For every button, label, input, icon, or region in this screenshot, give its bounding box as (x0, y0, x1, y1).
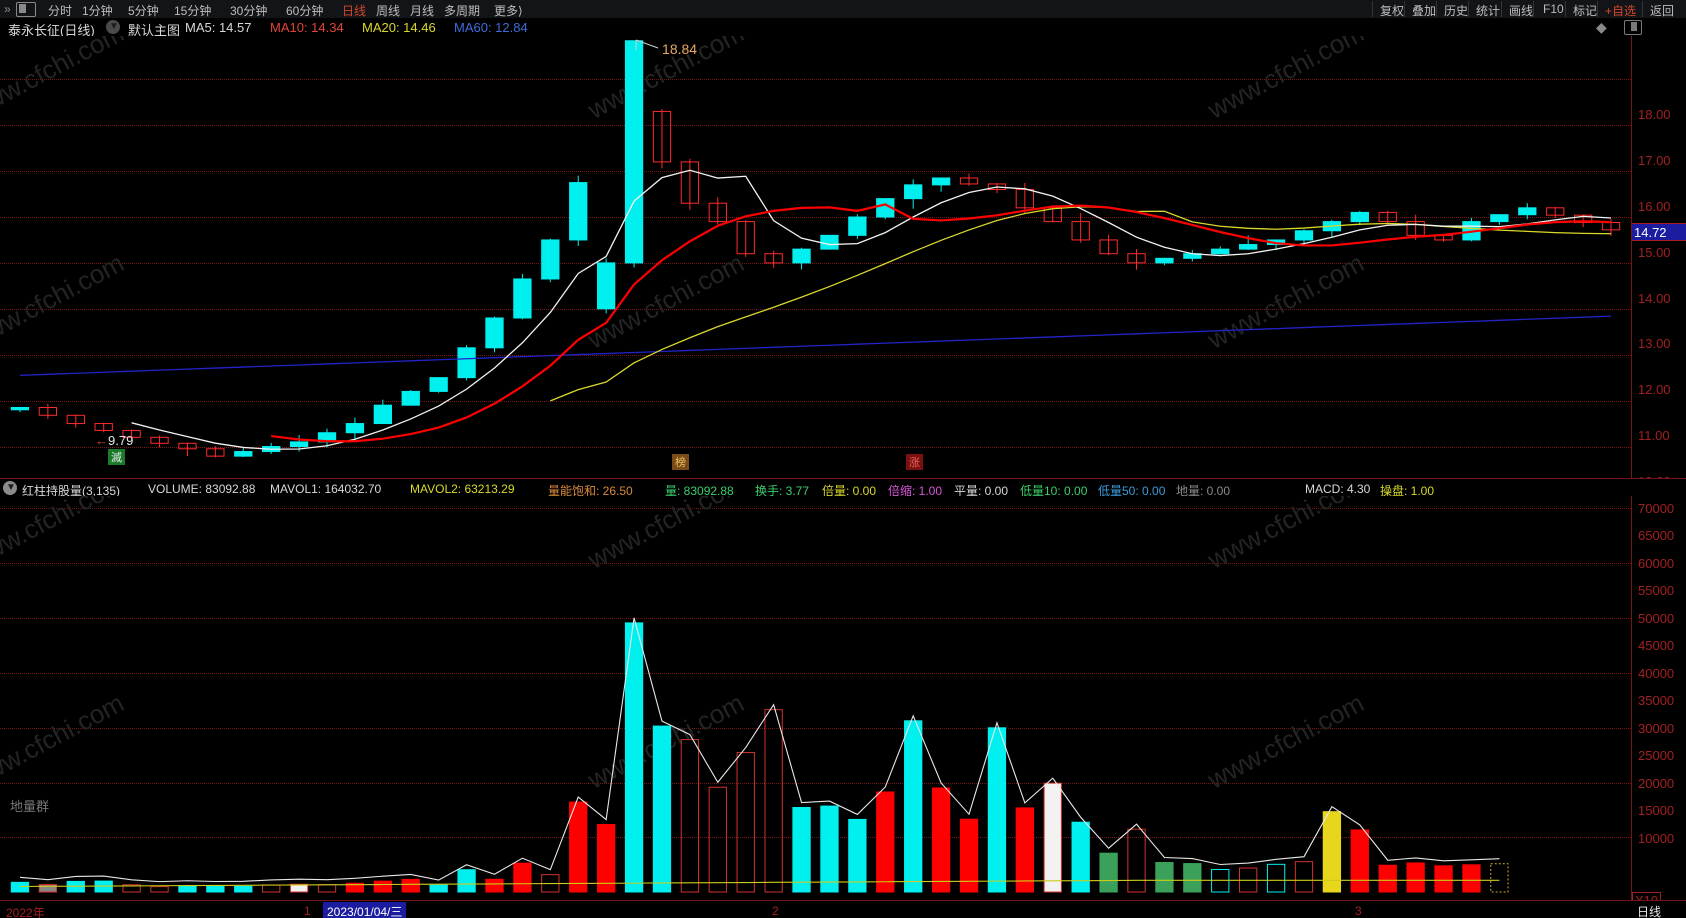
svg-text:18.84: 18.84 (662, 41, 697, 57)
